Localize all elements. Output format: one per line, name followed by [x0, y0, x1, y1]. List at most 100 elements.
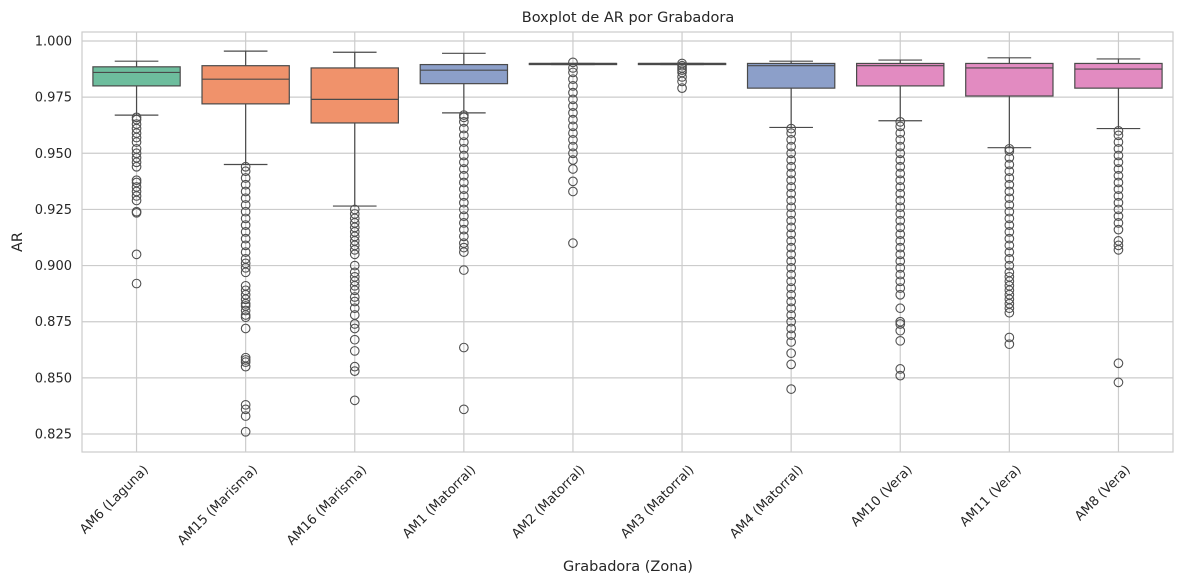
outlier-point	[240, 285, 251, 296]
outlier-point	[895, 249, 906, 260]
box-group	[92, 60, 181, 289]
iqr-box	[419, 63, 509, 85]
outlier-point	[895, 370, 906, 381]
outlier-point	[568, 57, 578, 68]
x-tick-label: AM15 (Marisma)	[175, 463, 261, 549]
outlier-point	[895, 276, 906, 287]
outlier-point	[459, 164, 469, 174]
outlier-point	[568, 81, 578, 91]
outlier-point	[1004, 227, 1015, 237]
outlier-point	[1004, 193, 1015, 204]
outlier-point	[131, 182, 142, 192]
outlier-point	[240, 404, 251, 415]
outlier-point	[349, 296, 360, 307]
outlier-point	[568, 128, 578, 138]
chart-title: Boxplot de AR por Grabadora	[522, 10, 734, 26]
outlier-point	[240, 247, 251, 257]
outlier-point	[786, 188, 797, 199]
outlier-point	[786, 202, 797, 213]
outlier-point	[349, 395, 360, 406]
outlier-point	[240, 186, 251, 197]
x-tick-label: AM11 (Vera)	[957, 463, 1024, 530]
boxes	[92, 50, 1163, 437]
outlier-point	[786, 242, 797, 253]
outlier-point	[786, 123, 797, 134]
outlier-point	[240, 173, 251, 183]
outlier-point	[895, 256, 906, 266]
outlier-point	[895, 283, 906, 293]
outlier-point	[459, 123, 469, 134]
outlier-point	[1004, 166, 1015, 177]
outlier-point	[240, 305, 251, 316]
outlier-point	[568, 87, 578, 98]
outlier-point	[895, 262, 906, 273]
iqr-box	[310, 67, 399, 124]
outlier-point	[131, 114, 142, 125]
plot-frame	[81, 31, 1174, 453]
outlier-point	[240, 220, 251, 231]
outlier-point	[1113, 184, 1124, 195]
outlier-point	[131, 249, 142, 260]
outlier-point	[1004, 332, 1015, 343]
outlier-point	[349, 204, 360, 215]
outlier-point	[786, 283, 797, 293]
outlier-point	[786, 330, 797, 341]
outlier-point	[1004, 260, 1015, 271]
x-tick-labels: AM6 (Laguna) AM15 (Marisma) AM16 (Marisma)…	[77, 463, 1134, 549]
outlier-point	[349, 366, 360, 376]
outlier-point	[459, 242, 469, 253]
x-tick-label: AM3 (Matorral)	[618, 463, 697, 542]
outlier-point	[1113, 211, 1124, 222]
outlier-point	[786, 215, 797, 226]
outlier-point	[131, 177, 142, 188]
outlier-point	[1004, 233, 1015, 244]
outlier-point	[568, 238, 578, 248]
outlier-point	[459, 157, 469, 168]
outlier-point	[459, 177, 469, 188]
outlier-point	[349, 209, 360, 219]
outlier-point	[895, 236, 906, 246]
outlier-point	[349, 303, 360, 314]
outlier-point	[786, 262, 797, 273]
outlier-point	[786, 128, 797, 138]
outlier-point	[349, 292, 360, 302]
outlier-point	[786, 175, 797, 186]
box-group	[419, 52, 509, 415]
outlier-point	[1004, 271, 1015, 282]
outlier-point	[895, 168, 906, 179]
outlier-point	[895, 195, 906, 206]
outlier-point	[786, 348, 797, 359]
y-tick-label: 0.825	[35, 428, 72, 443]
outlier-point	[240, 193, 251, 204]
box-group	[965, 57, 1054, 350]
outlier-point	[786, 182, 797, 192]
outlier-point	[240, 301, 251, 311]
y-tick-label: 0.950	[35, 147, 72, 162]
box-group	[637, 58, 727, 93]
outlier-point	[1113, 170, 1124, 181]
outlier-point	[1004, 247, 1015, 257]
outlier-point	[240, 227, 251, 237]
outlier-point	[459, 150, 469, 161]
outlier-point	[349, 361, 360, 372]
outlier-point	[786, 289, 797, 300]
outlier-point	[131, 278, 142, 289]
outlier-point	[131, 206, 142, 217]
outlier-point	[895, 155, 906, 165]
outlier-point	[240, 323, 251, 334]
outlier-point	[1004, 240, 1015, 251]
outlier-point	[786, 155, 797, 165]
outlier-point	[568, 108, 578, 118]
outlier-point	[240, 240, 251, 251]
iqr-box	[92, 66, 181, 87]
outlier-point	[895, 121, 906, 132]
y-tick-label: 0.975	[35, 91, 72, 106]
outlier-point	[240, 200, 251, 210]
outlier-point	[1113, 157, 1124, 168]
outlier-point	[459, 130, 469, 141]
outlier-point	[1113, 218, 1124, 228]
outlier-point	[895, 209, 906, 219]
outlier-point	[786, 168, 797, 179]
outlier-point	[459, 191, 469, 201]
